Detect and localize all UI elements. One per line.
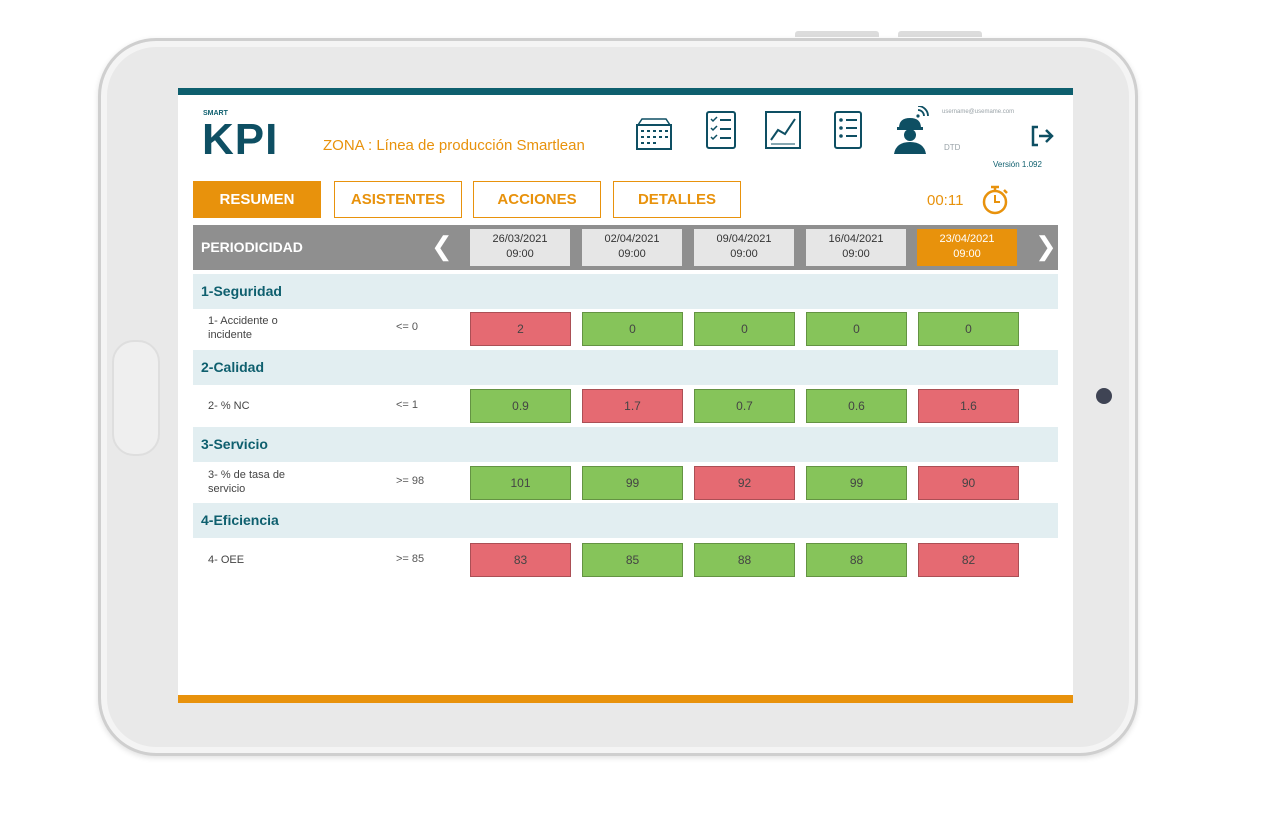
kpi-value-cell[interactable]: 90: [918, 466, 1019, 500]
date-column-1[interactable]: 26/03/2021 09:00: [470, 229, 570, 266]
kpi-value-cell[interactable]: 1.7: [582, 389, 683, 423]
meeting-timer: 00:11: [927, 192, 964, 209]
kpi-value-cell[interactable]: 85: [582, 543, 683, 577]
app-logo: KPI: [202, 115, 279, 164]
tablet-power-button: [898, 31, 982, 37]
kpi-value-cell[interactable]: 0.9: [470, 389, 571, 423]
date-column-3[interactable]: 09/04/2021 09:00: [694, 229, 794, 266]
time-label: 09:00: [842, 248, 870, 260]
user-code: DTD: [944, 143, 961, 152]
category-row: 1-Seguridad: [193, 274, 1058, 309]
kpi-target: >= 85: [396, 553, 425, 565]
kpi-value-cell[interactable]: 82: [918, 543, 1019, 577]
kpi-target: <= 1: [396, 399, 419, 411]
kpi-value-cell[interactable]: 0: [806, 312, 907, 346]
kpi-value-cell[interactable]: 1.6: [918, 389, 1019, 423]
tab-resumen[interactable]: RESUMEN: [193, 181, 321, 218]
tab-asistentes[interactable]: ASISTENTES: [334, 181, 462, 218]
kpi-name: 4- OEE: [208, 554, 245, 566]
date-label: 26/03/2021: [492, 233, 548, 245]
category-title: 4-Eficiencia: [201, 512, 279, 528]
tablet-home-button: [112, 340, 160, 456]
chevron-right-icon[interactable]: ❯: [1035, 231, 1057, 261]
logo-subtitle: SMART: [203, 110, 228, 117]
kpi-name: 1- Accidente o incidente: [208, 315, 278, 341]
top-accent-bar: [178, 88, 1073, 95]
kpi-value-cell[interactable]: 101: [470, 466, 571, 500]
app-screen: SMART KPI ZONA : Línea de producción Sma…: [178, 88, 1073, 703]
tab-acciones[interactable]: ACCIONES: [473, 181, 601, 218]
kpi-value-cell[interactable]: 0.7: [694, 389, 795, 423]
date-label: 09/04/2021: [716, 233, 772, 245]
kpi-value-cell[interactable]: 0: [582, 312, 683, 346]
category-row: 4-Eficiencia: [193, 503, 1058, 538]
category-title: 3-Servicio: [201, 436, 268, 452]
worker-user-icon[interactable]: [890, 106, 930, 156]
tablet-volume-button: [795, 31, 879, 37]
date-column-4[interactable]: 16/04/2021 09:00: [806, 229, 906, 266]
app-version: Versión 1.092: [993, 160, 1042, 169]
kpi-value-cell[interactable]: 83: [470, 543, 571, 577]
date-column-5-current[interactable]: 23/04/2021 09:00: [917, 229, 1017, 266]
periodicity-label: PERIODICIDAD: [201, 239, 303, 255]
kpi-name: 2- % NC: [208, 400, 250, 412]
kpi-value-cell[interactable]: 88: [806, 543, 907, 577]
category-title: 2-Calidad: [201, 359, 265, 375]
time-label: 09:00: [618, 248, 646, 260]
stopwatch-icon[interactable]: [980, 184, 1010, 216]
time-label: 09:00: [506, 248, 534, 260]
tab-detalles[interactable]: DETALLES: [613, 181, 741, 218]
kpi-value-cell[interactable]: 99: [582, 466, 683, 500]
kpi-value-cell[interactable]: 0.6: [806, 389, 907, 423]
kpi-value-cell[interactable]: 92: [694, 466, 795, 500]
kpi-value-cell[interactable]: 2: [470, 312, 571, 346]
time-label: 09:00: [953, 248, 981, 260]
kpi-value-cell[interactable]: 0: [918, 312, 1019, 346]
date-label: 16/04/2021: [828, 233, 884, 245]
date-label: 02/04/2021: [604, 233, 660, 245]
bottom-accent-bar: [178, 695, 1073, 703]
logout-icon[interactable]: [1029, 123, 1055, 149]
kpi-value-cell[interactable]: 0: [694, 312, 795, 346]
kpi-target: >= 98: [396, 475, 425, 487]
kpi-name: 3- % de tasa de servicio: [208, 469, 286, 495]
zone-title: ZONA : Línea de producción Smartlean: [323, 137, 585, 154]
chevron-left-icon[interactable]: ❮: [431, 231, 453, 261]
category-title: 1-Seguridad: [201, 283, 282, 299]
time-label: 09:00: [730, 248, 758, 260]
date-column-2[interactable]: 02/04/2021 09:00: [582, 229, 682, 266]
kpi-value-cell[interactable]: 88: [694, 543, 795, 577]
list-icon[interactable]: [828, 110, 868, 150]
periodicity-header: PERIODICIDAD ❮ 26/03/2021 09:00 02/04/20…: [193, 225, 1058, 270]
tablet-camera: [1096, 388, 1112, 404]
line-chart-icon[interactable]: [763, 110, 803, 150]
user-email: username@usemame.com: [942, 109, 1015, 115]
kpi-target: <= 0: [396, 321, 419, 333]
category-row: 2-Calidad: [193, 350, 1058, 385]
date-label: 23/04/2021: [939, 233, 995, 245]
calendar-icon[interactable]: [634, 113, 674, 153]
checklist-icon[interactable]: [701, 110, 741, 150]
kpi-value-cell[interactable]: 99: [806, 466, 907, 500]
category-row: 3-Servicio: [193, 427, 1058, 462]
